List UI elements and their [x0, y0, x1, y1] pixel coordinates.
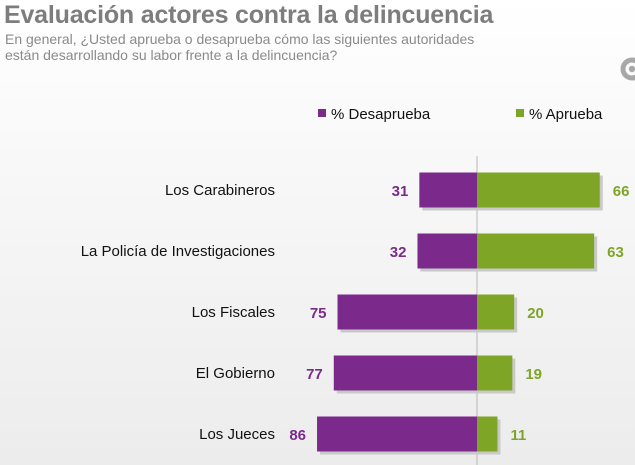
chart-subtitle: En general, ¿Usted aprueba o desaprueba …: [5, 31, 565, 63]
bar-aprueba: [477, 294, 515, 330]
bar-desaprueba: [337, 294, 477, 330]
value-label-aprueba: 11: [510, 427, 526, 444]
bar-aprueba: [477, 233, 595, 269]
category-label: Los Fiscales: [192, 304, 275, 321]
category-label: Los Carabineros: [165, 182, 275, 199]
value-label-desaprueba: 31: [392, 183, 409, 200]
bar-desaprueba: [317, 416, 477, 452]
value-label-desaprueba: 32: [390, 244, 407, 261]
bar-aprueba: [477, 416, 498, 452]
bar-desaprueba: [419, 172, 477, 208]
category-label: El Gobierno: [196, 365, 275, 382]
value-label-aprueba: 63: [607, 244, 624, 261]
value-label-aprueba: 20: [527, 305, 544, 322]
legend-swatch-desaprueba: [318, 109, 326, 117]
subtitle-line-1: En general, ¿Usted aprueba o desaprueba …: [5, 31, 475, 47]
value-label-desaprueba: 86: [289, 427, 306, 444]
category-label: La Policía de Investigaciones: [81, 243, 275, 260]
legend-label-desaprueba: % Desaprueba: [331, 106, 431, 123]
bar-desaprueba: [333, 355, 477, 391]
value-label-aprueba: 19: [525, 366, 542, 383]
subtitle-line-2: están desarrollando su labor frente a la…: [5, 47, 338, 63]
value-label-desaprueba: 75: [310, 305, 327, 322]
chart-title: Evaluación actores contra la delincuenci…: [4, 1, 494, 29]
value-label-aprueba: 66: [613, 183, 630, 200]
category-label: Los Jueces: [199, 426, 275, 443]
legend-swatch-aprueba: [516, 109, 524, 117]
bar-desaprueba: [417, 233, 477, 269]
ring-logo-icon: [620, 57, 635, 81]
value-label-desaprueba: 77: [306, 366, 323, 383]
bar-aprueba: [477, 172, 600, 208]
legend-label-aprueba: % Aprueba: [529, 106, 603, 123]
bar-aprueba: [477, 355, 513, 391]
